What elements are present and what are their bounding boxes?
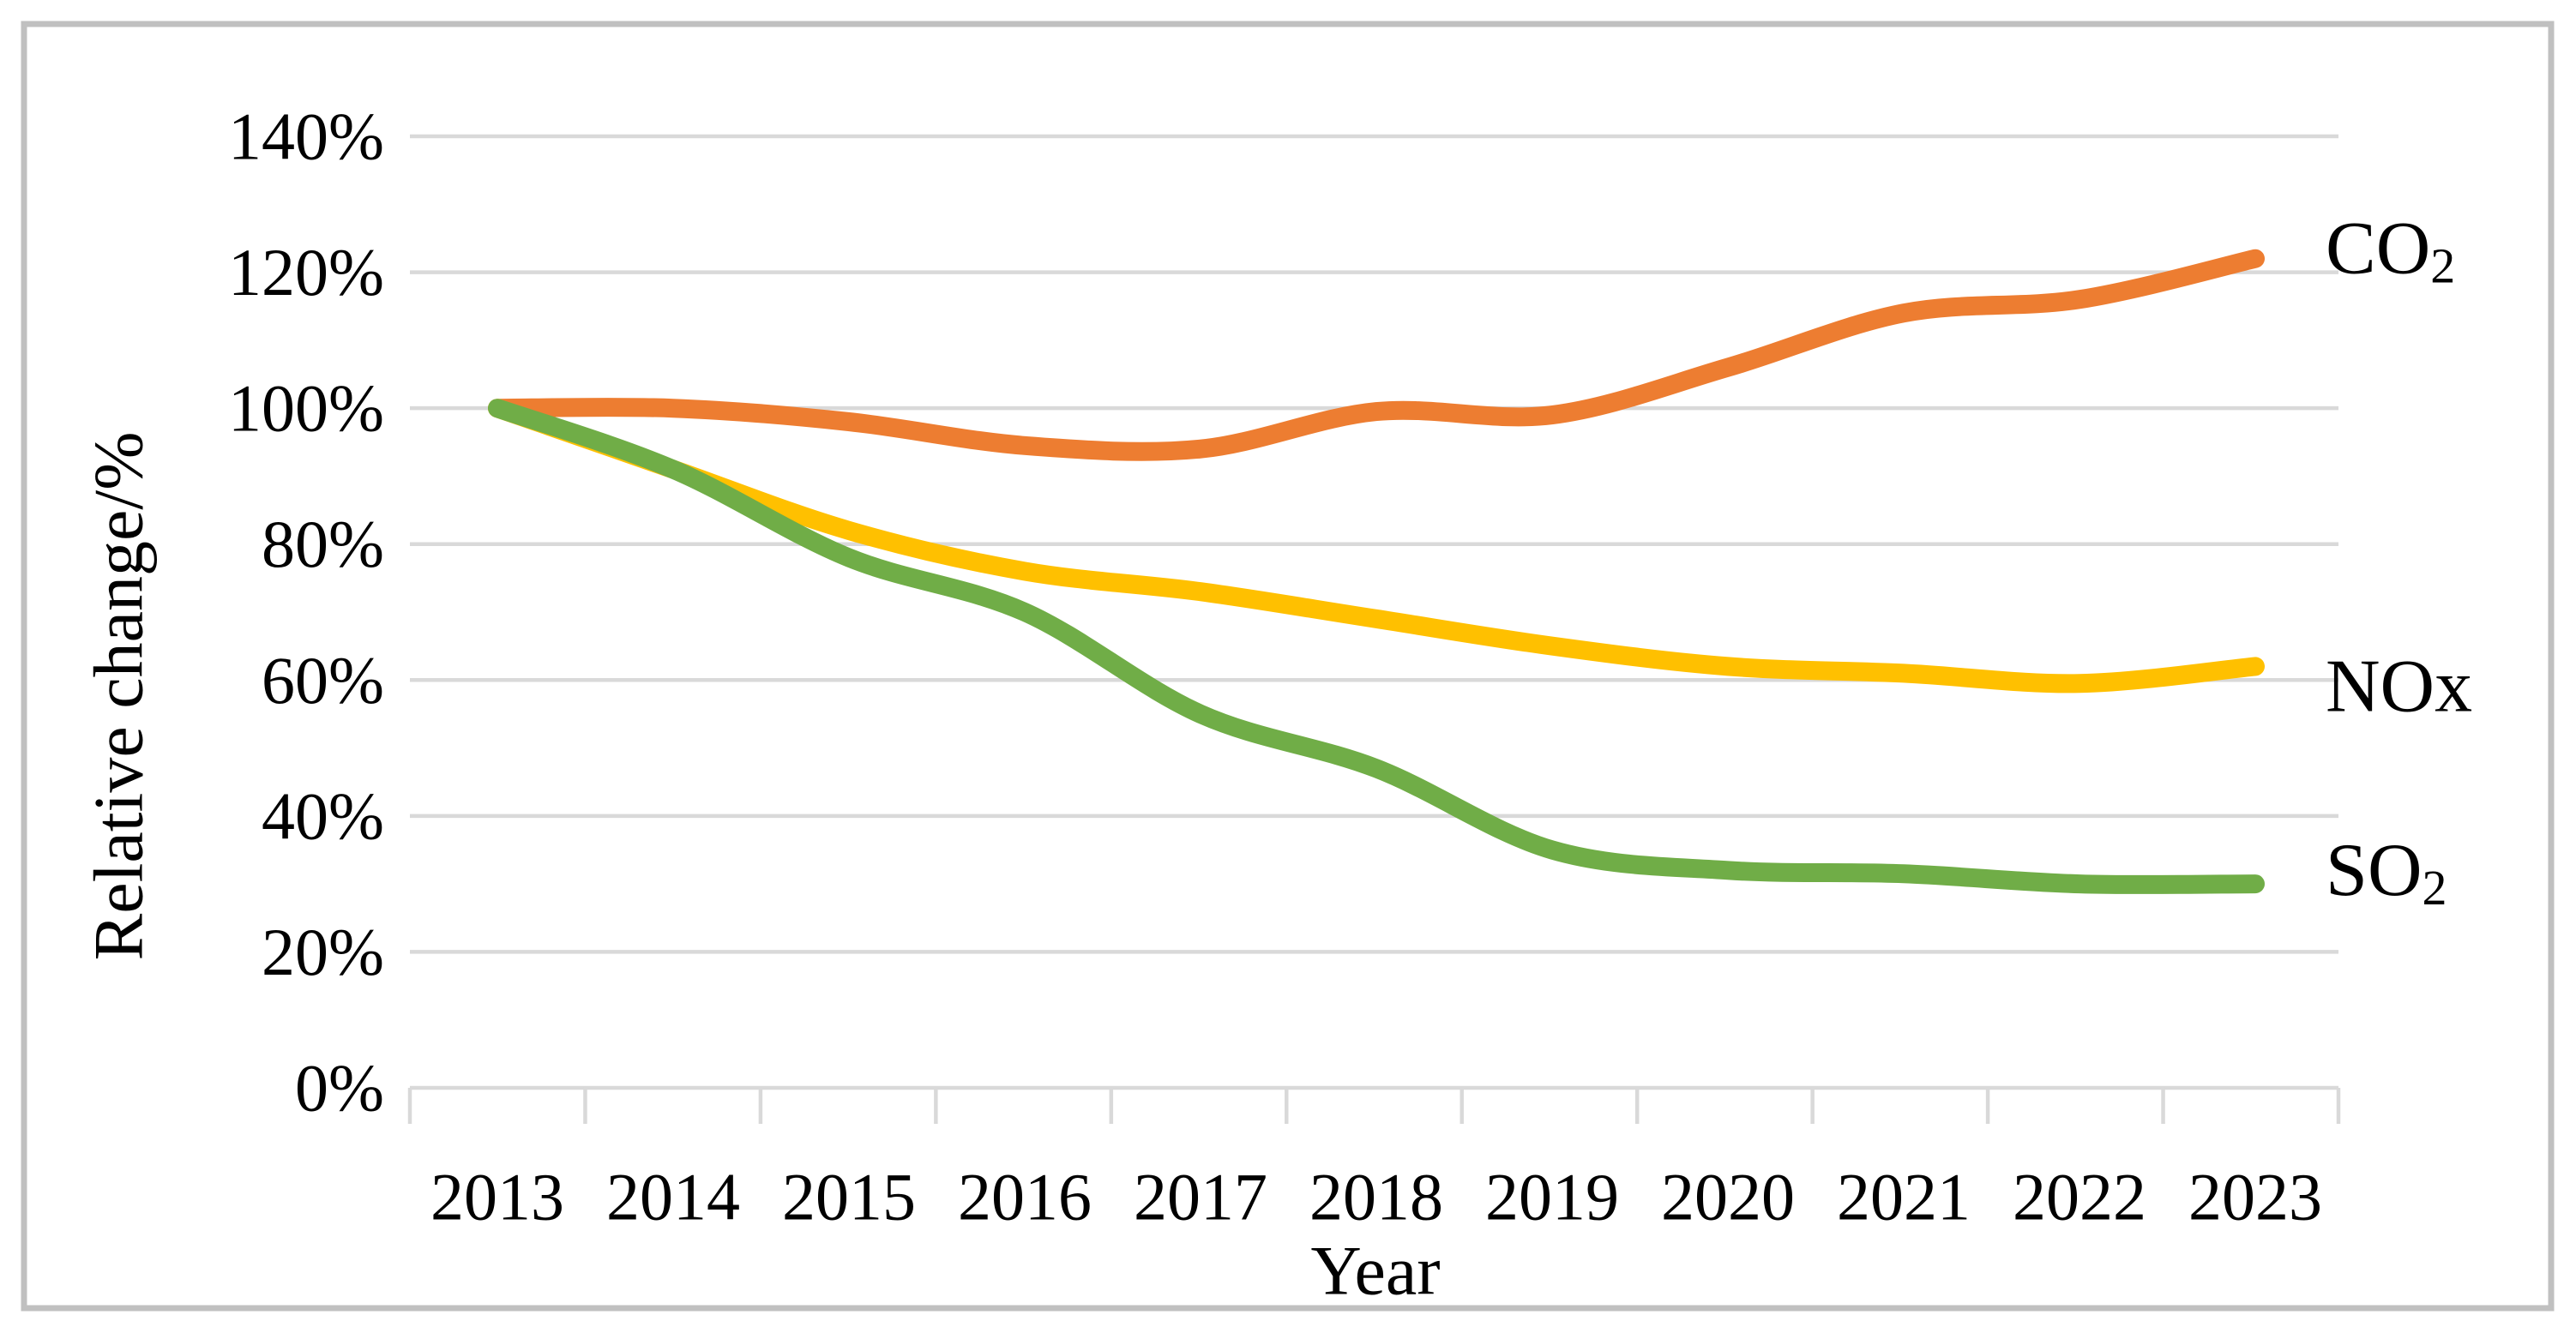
y-tick-label: 80% — [262, 507, 384, 581]
x-tick-label: 2023 — [2188, 1160, 2322, 1234]
series-lines — [488, 249, 2265, 894]
y-axis-title: Relative change/% — [80, 431, 158, 960]
y-tick-label: 40% — [262, 778, 384, 853]
series-label-co2: CO2 — [2326, 207, 2455, 293]
x-tick-label: 2017 — [1134, 1160, 1267, 1234]
x-tick-label: 2016 — [958, 1160, 1092, 1234]
y-tick-label: 20% — [262, 915, 384, 989]
x-tick-label: 2019 — [1485, 1160, 1619, 1234]
x-tick-label: 2020 — [1661, 1160, 1795, 1234]
series-label-subscript: 2 — [2430, 237, 2455, 293]
figure-border — [21, 21, 2555, 1312]
x-tick-label: 2018 — [1309, 1160, 1443, 1234]
x-tick-label: 2014 — [606, 1160, 740, 1234]
series-label-subscript: 2 — [2423, 860, 2447, 916]
x-axis-title: Year — [1310, 1232, 1440, 1310]
x-tick-label: 2015 — [782, 1160, 916, 1234]
x-tick-label: 2022 — [2013, 1160, 2146, 1234]
series-label-main: CO — [2326, 207, 2430, 290]
y-tick-label: 140% — [228, 99, 384, 174]
series-label-main: NOx — [2326, 645, 2472, 728]
series-label-main: SO — [2326, 829, 2423, 912]
series-line-nox — [488, 399, 2265, 694]
y-tick-label: 120% — [228, 235, 384, 309]
x-axis-tick-labels: 2013 2014 2015 2016 2017 2018 2019 2020 2021 2022… — [430, 1160, 2322, 1234]
y-tick-label: 60% — [262, 643, 384, 718]
x-tick-label: 2013 — [430, 1160, 564, 1234]
x-tick-label: 2021 — [1837, 1160, 1971, 1234]
series-label-so2: SO2 — [2326, 829, 2447, 916]
series-line-co2 — [488, 249, 2265, 461]
y-tick-label: 100% — [228, 371, 384, 446]
series-line-so2 — [488, 399, 2265, 894]
x-axis-ticks — [407, 1088, 2341, 1124]
y-axis-tick-labels: 0% 20% 40% 60% 80% 100% 120% 140% — [228, 99, 384, 1126]
y-tick-label: 0% — [295, 1051, 384, 1126]
series-label-nox: NOx — [2326, 645, 2472, 728]
